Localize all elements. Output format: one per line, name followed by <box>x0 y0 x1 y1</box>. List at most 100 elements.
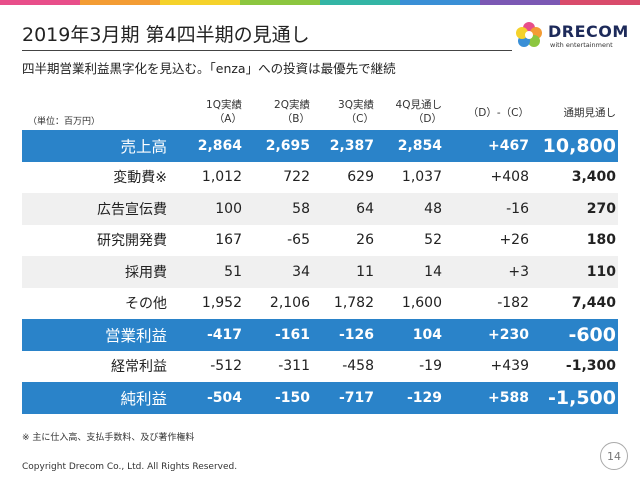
header-q3-line2: （C） <box>345 113 374 125</box>
cell-total: -600 <box>568 323 616 346</box>
header-q2: 2Q実績 （B） <box>242 98 310 126</box>
table-row: 経常利益 -512 -311 -458 -19 +439 -1,300 <box>22 351 618 383</box>
title-underline <box>22 50 512 51</box>
cell-diff: +408 <box>490 169 529 186</box>
cell-q3: 1,782 <box>333 295 374 312</box>
table-row: 売上高 2,864 2,695 2,387 2,854 +467 10,800 <box>22 130 618 162</box>
cell-q1: 167 <box>215 232 242 249</box>
cell-label: 営業利益 <box>104 326 167 345</box>
cell-label: その他 <box>125 296 167 313</box>
cell-diff: +230 <box>488 326 529 343</box>
cell-q3: 26 <box>356 232 374 249</box>
header-q2-line1: 2Q実績 <box>274 99 310 111</box>
rainbow-segment <box>480 0 560 5</box>
header-q4-line1: 4Q見通し <box>395 99 442 111</box>
cell-q3: 11 <box>356 263 374 280</box>
cell-q2: 34 <box>292 263 310 280</box>
cell-total: 3,400 <box>571 169 616 186</box>
financial-table: 売上高 2,864 2,695 2,387 2,854 +467 10,800 変動費※ 1,0… <box>22 130 618 414</box>
cell-q4: 1,600 <box>401 295 442 312</box>
flower-logo-icon <box>514 20 544 50</box>
page-number: 14 <box>600 442 628 470</box>
cell-q1: 1,952 <box>201 295 242 312</box>
table-row: 純利益 -504 -150 -717 -129 +588 -1,500 <box>22 382 618 414</box>
header-q3-line1: 3Q実績 <box>338 99 374 111</box>
header-total: 通期見通し <box>563 107 617 119</box>
cell-total: 10,800 <box>542 134 616 157</box>
cell-q2: -150 <box>274 389 310 406</box>
header-q1-line1: 1Q実績 <box>206 99 242 111</box>
cell-q4: -19 <box>419 358 442 375</box>
copyright-text: Copyright Drecom Co., Ltd. All Rights Re… <box>22 462 238 472</box>
rainbow-segment <box>400 0 480 5</box>
cell-q3: 64 <box>356 200 374 217</box>
cell-total: 7,440 <box>571 295 616 312</box>
table-row: その他 1,952 2,106 1,782 1,600 -182 7,440 <box>22 288 618 320</box>
page-title: 2019年3月期 第4四半期の見通し <box>22 24 310 46</box>
cell-diff: +3 <box>508 263 529 280</box>
cell-label: 採用費 <box>125 264 167 281</box>
cell-label: 純利益 <box>120 389 167 408</box>
header-q2-line2: （B） <box>281 113 310 125</box>
rainbow-segment <box>160 0 240 5</box>
cell-q4: 104 <box>412 326 442 343</box>
cell-q2: 2,695 <box>265 137 310 154</box>
cell-diff: +26 <box>499 232 529 249</box>
cell-q4: 2,854 <box>397 137 442 154</box>
cell-q1: 100 <box>215 200 242 217</box>
cell-total: 270 <box>586 200 616 217</box>
cell-q1: -504 <box>206 389 242 406</box>
cell-total: 110 <box>586 263 616 280</box>
header-q4-line2: （D） <box>412 113 442 125</box>
table-row: 研究開発費 167 -65 26 52 +26 180 <box>22 225 618 257</box>
rainbow-segment <box>0 0 80 5</box>
cell-q2: 58 <box>292 200 310 217</box>
rainbow-segment <box>240 0 320 5</box>
header-q1-line2: （A） <box>213 113 242 125</box>
header-q1: 1Q実績 （A） <box>167 98 242 126</box>
cell-label: 変動費※ <box>113 170 167 187</box>
cell-q4: -129 <box>406 389 442 406</box>
cell-q1: 2,864 <box>197 137 242 154</box>
cell-diff: +588 <box>488 389 529 406</box>
footnote: ※ 主に仕入高、支払手数料、及び著作権料 <box>22 433 195 443</box>
cell-q4: 52 <box>424 232 442 249</box>
cell-q3: -458 <box>342 358 374 375</box>
cell-q1: 1,012 <box>201 169 242 186</box>
cell-diff: +467 <box>488 137 529 154</box>
cell-q3: 2,387 <box>329 137 374 154</box>
cell-q3: 629 <box>347 169 374 186</box>
cell-q3: -717 <box>338 389 374 406</box>
cell-label: 売上高 <box>120 137 167 156</box>
cell-label: 広告宣伝費 <box>97 201 167 218</box>
cell-total: 180 <box>586 232 616 249</box>
rainbow-segment <box>560 0 640 5</box>
rainbow-top-bar <box>0 0 640 5</box>
table-row: 変動費※ 1,012 722 629 1,037 +408 3,400 <box>22 162 618 194</box>
cell-q3: -126 <box>338 326 374 343</box>
slide-subtitle: 四半期営業利益黒字化を見込む。「enza」への投資は最優先で継続 <box>22 61 396 76</box>
cell-q4: 14 <box>424 263 442 280</box>
cell-q2: -311 <box>278 358 310 375</box>
cell-diff: -182 <box>497 295 529 312</box>
cell-q4: 1,037 <box>401 169 442 186</box>
cell-diff: +439 <box>490 358 529 375</box>
cell-label: 研究開発費 <box>97 233 167 250</box>
logo-wordmark: DRECOM <box>548 22 629 41</box>
header-q3: 3Q実績 （C） <box>310 98 374 126</box>
cell-q1: 51 <box>224 263 242 280</box>
cell-q1: -417 <box>206 326 242 343</box>
logo-tagline: with entertainment <box>550 41 613 49</box>
header-q4: 4Q見通し （D） <box>374 98 442 126</box>
cell-q2: 2,106 <box>269 295 310 312</box>
unit-label: （単位：百万円） <box>28 117 101 127</box>
table-row: 営業利益 -417 -161 -126 104 +230 -600 <box>22 319 618 351</box>
rainbow-segment <box>80 0 160 5</box>
rainbow-segment <box>320 0 400 5</box>
cell-total: -1,300 <box>565 358 616 375</box>
cell-diff: -16 <box>506 200 529 217</box>
cell-q1: -512 <box>210 358 242 375</box>
table-row: 採用費 51 34 11 14 +3 110 <box>22 256 618 288</box>
cell-q2: -65 <box>287 232 310 249</box>
table-row: 広告宣伝費 100 58 64 48 -16 270 <box>22 193 618 225</box>
